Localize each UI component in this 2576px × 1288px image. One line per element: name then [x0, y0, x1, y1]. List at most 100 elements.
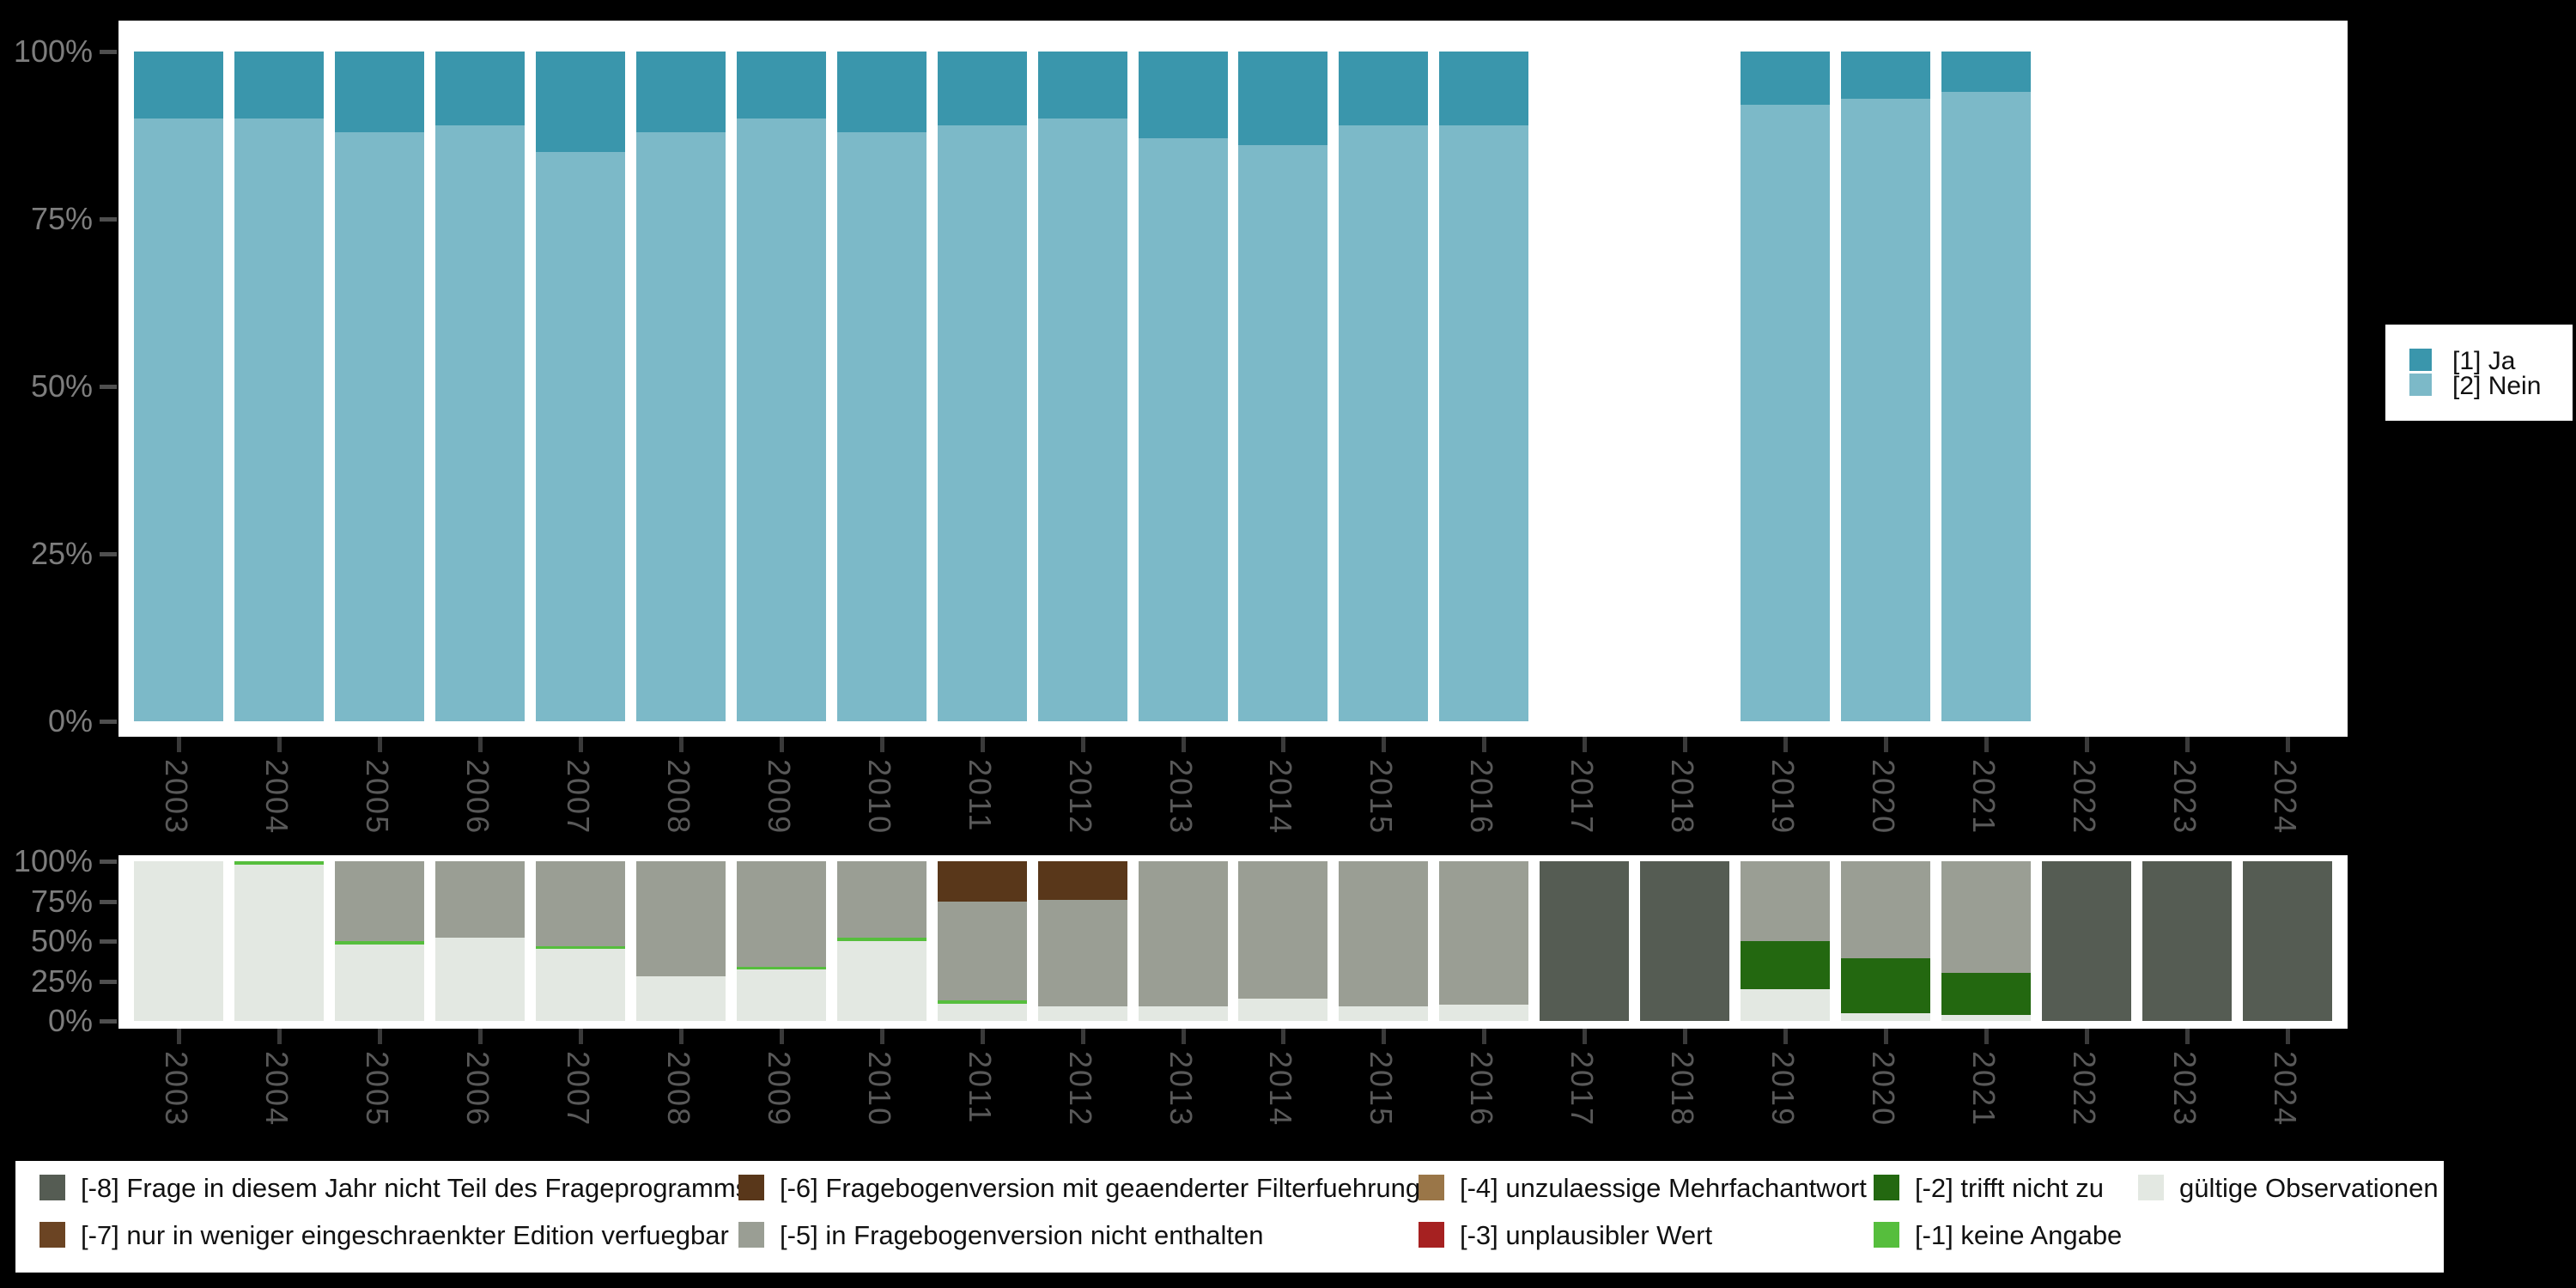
bar-segment-2005 [335, 131, 425, 721]
legend-label: [-5] in Fragebogenversion nicht enthalte… [780, 1220, 1264, 1250]
y-axis-tick [100, 939, 117, 944]
x-axis-label: 2005 [360, 1051, 396, 1127]
y-axis-tick [100, 217, 117, 222]
x-axis-tick [2285, 1029, 2290, 1044]
bar-segment-2016 [1439, 1005, 1529, 1021]
x-axis-label: 2003 [159, 759, 195, 835]
bar-segment-2008 [636, 52, 726, 132]
bar-segment-2013 [1138, 138, 1228, 721]
bar-segment-2014 [1238, 145, 1328, 721]
x-axis-label: 2014 [1263, 759, 1299, 835]
bar-segment-2011 [937, 125, 1027, 721]
bar-segment-2007 [536, 949, 626, 1021]
x-axis-label: 2018 [1665, 759, 1701, 835]
bar-segment-2009 [736, 861, 826, 967]
x-axis-tick [1984, 1029, 1989, 1044]
legend-label: [2] Nein [2452, 372, 2542, 400]
bar-segment-2008 [636, 975, 726, 1021]
x-axis-label: 2006 [460, 1051, 496, 1127]
x-axis-tick [1080, 737, 1085, 752]
bar-segment-2015 [1339, 861, 1429, 1007]
bar-segment-2007 [536, 152, 626, 721]
legend-label: [-4] unzulaessige Mehrfachantwort [1460, 1173, 1867, 1203]
x-axis-label: 2017 [1564, 1051, 1601, 1127]
bar-segment-2019 [1741, 861, 1830, 941]
x-axis-tick [1984, 737, 1989, 752]
bar-segment-2020 [1840, 98, 1930, 721]
bar-segment-2015 [1339, 1006, 1429, 1021]
x-axis-label: 2021 [1965, 759, 2002, 835]
bar-segment-2022 [2041, 861, 2131, 1021]
x-axis-tick [378, 737, 383, 752]
x-axis-tick [1281, 737, 1286, 752]
y-axis-label: 100% [13, 33, 93, 69]
bar-segment-2020 [1840, 958, 1930, 1013]
x-axis-tick [1683, 1029, 1688, 1044]
x-axis-tick [177, 737, 182, 752]
bar-segment-2021 [1941, 52, 2031, 92]
bar-segment-2009 [736, 52, 826, 118]
x-axis-label: 2011 [962, 1051, 998, 1125]
x-axis-tick [478, 1029, 483, 1044]
y-axis-label: 0% [47, 1003, 93, 1038]
x-axis-label: 2024 [2267, 759, 2303, 835]
x-axis-label: 2014 [1263, 1051, 1299, 1127]
legend-label: [-2] trifft nicht zu [1915, 1173, 2104, 1203]
bar-segment-2003 [134, 118, 224, 721]
bar-segment-2011 [937, 901, 1027, 1000]
bar-segment-2007 [536, 861, 626, 946]
bar-segment-2016 [1439, 52, 1529, 125]
x-axis-label: 2020 [1865, 1051, 1901, 1127]
x-axis-tick [1482, 737, 1487, 752]
x-axis-label: 2017 [1564, 759, 1601, 835]
bar-segment-2012 [1037, 861, 1127, 900]
y-axis-tick [100, 899, 117, 904]
bar-segment-2010 [836, 131, 927, 721]
y-axis-tick [100, 552, 117, 556]
x-axis-label: 2003 [159, 1051, 195, 1127]
bar-segment-2006 [435, 938, 526, 1021]
x-axis-tick [1382, 737, 1387, 752]
y-axis-label: 0% [47, 703, 93, 738]
x-axis-tick [2184, 1029, 2190, 1044]
x-axis-label: 2010 [861, 759, 897, 835]
x-axis-tick [1181, 1029, 1186, 1044]
x-axis-tick [679, 737, 683, 752]
bar-segment-2005 [335, 941, 425, 945]
legend-label: [-1] keine Angabe [1915, 1220, 2123, 1250]
bar-segment-2019 [1741, 988, 1830, 1021]
x-axis-tick [1783, 737, 1788, 752]
x-axis-tick [2285, 737, 2290, 752]
x-axis-label: 2006 [460, 759, 496, 835]
legend-swatch [1419, 1175, 1444, 1200]
bar-segment-2006 [435, 861, 526, 939]
y-axis-tick [100, 50, 117, 54]
x-axis-label: 2013 [1163, 759, 1199, 835]
x-axis-label: 2007 [561, 759, 597, 835]
x-axis-label: 2024 [2267, 1051, 2303, 1127]
bar-segment-2016 [1439, 125, 1529, 721]
bar-segment-2006 [435, 125, 526, 721]
x-axis-label: 2008 [661, 759, 696, 835]
x-axis-tick [1683, 737, 1688, 752]
x-axis-tick [2084, 737, 2089, 752]
y-axis-tick [100, 860, 117, 864]
x-axis-label: 2021 [1965, 1051, 2002, 1127]
legend-right: [1] Ja [2] Nein [2385, 325, 2573, 421]
x-axis-label: 2015 [1364, 759, 1400, 835]
bar-segment-2005 [335, 861, 425, 941]
bar-segment-2014 [1238, 52, 1328, 146]
bar-segment-2007 [536, 945, 626, 950]
bar-segment-2012 [1037, 899, 1127, 1007]
bar-segment-2011 [937, 861, 1027, 902]
bar-segment-2021 [1941, 1014, 2031, 1021]
bar-segment-2013 [1138, 861, 1228, 1007]
bar-segment-2004 [234, 118, 325, 721]
bar-segment-2009 [736, 966, 826, 970]
x-axis-label: 2012 [1062, 1051, 1098, 1127]
x-axis-tick [879, 737, 884, 752]
legend-label: gültige Observationen [2179, 1173, 2439, 1203]
bar-segment-2012 [1037, 1006, 1127, 1021]
bar-segment-2011 [937, 52, 1027, 125]
y-axis-tick [100, 979, 117, 984]
